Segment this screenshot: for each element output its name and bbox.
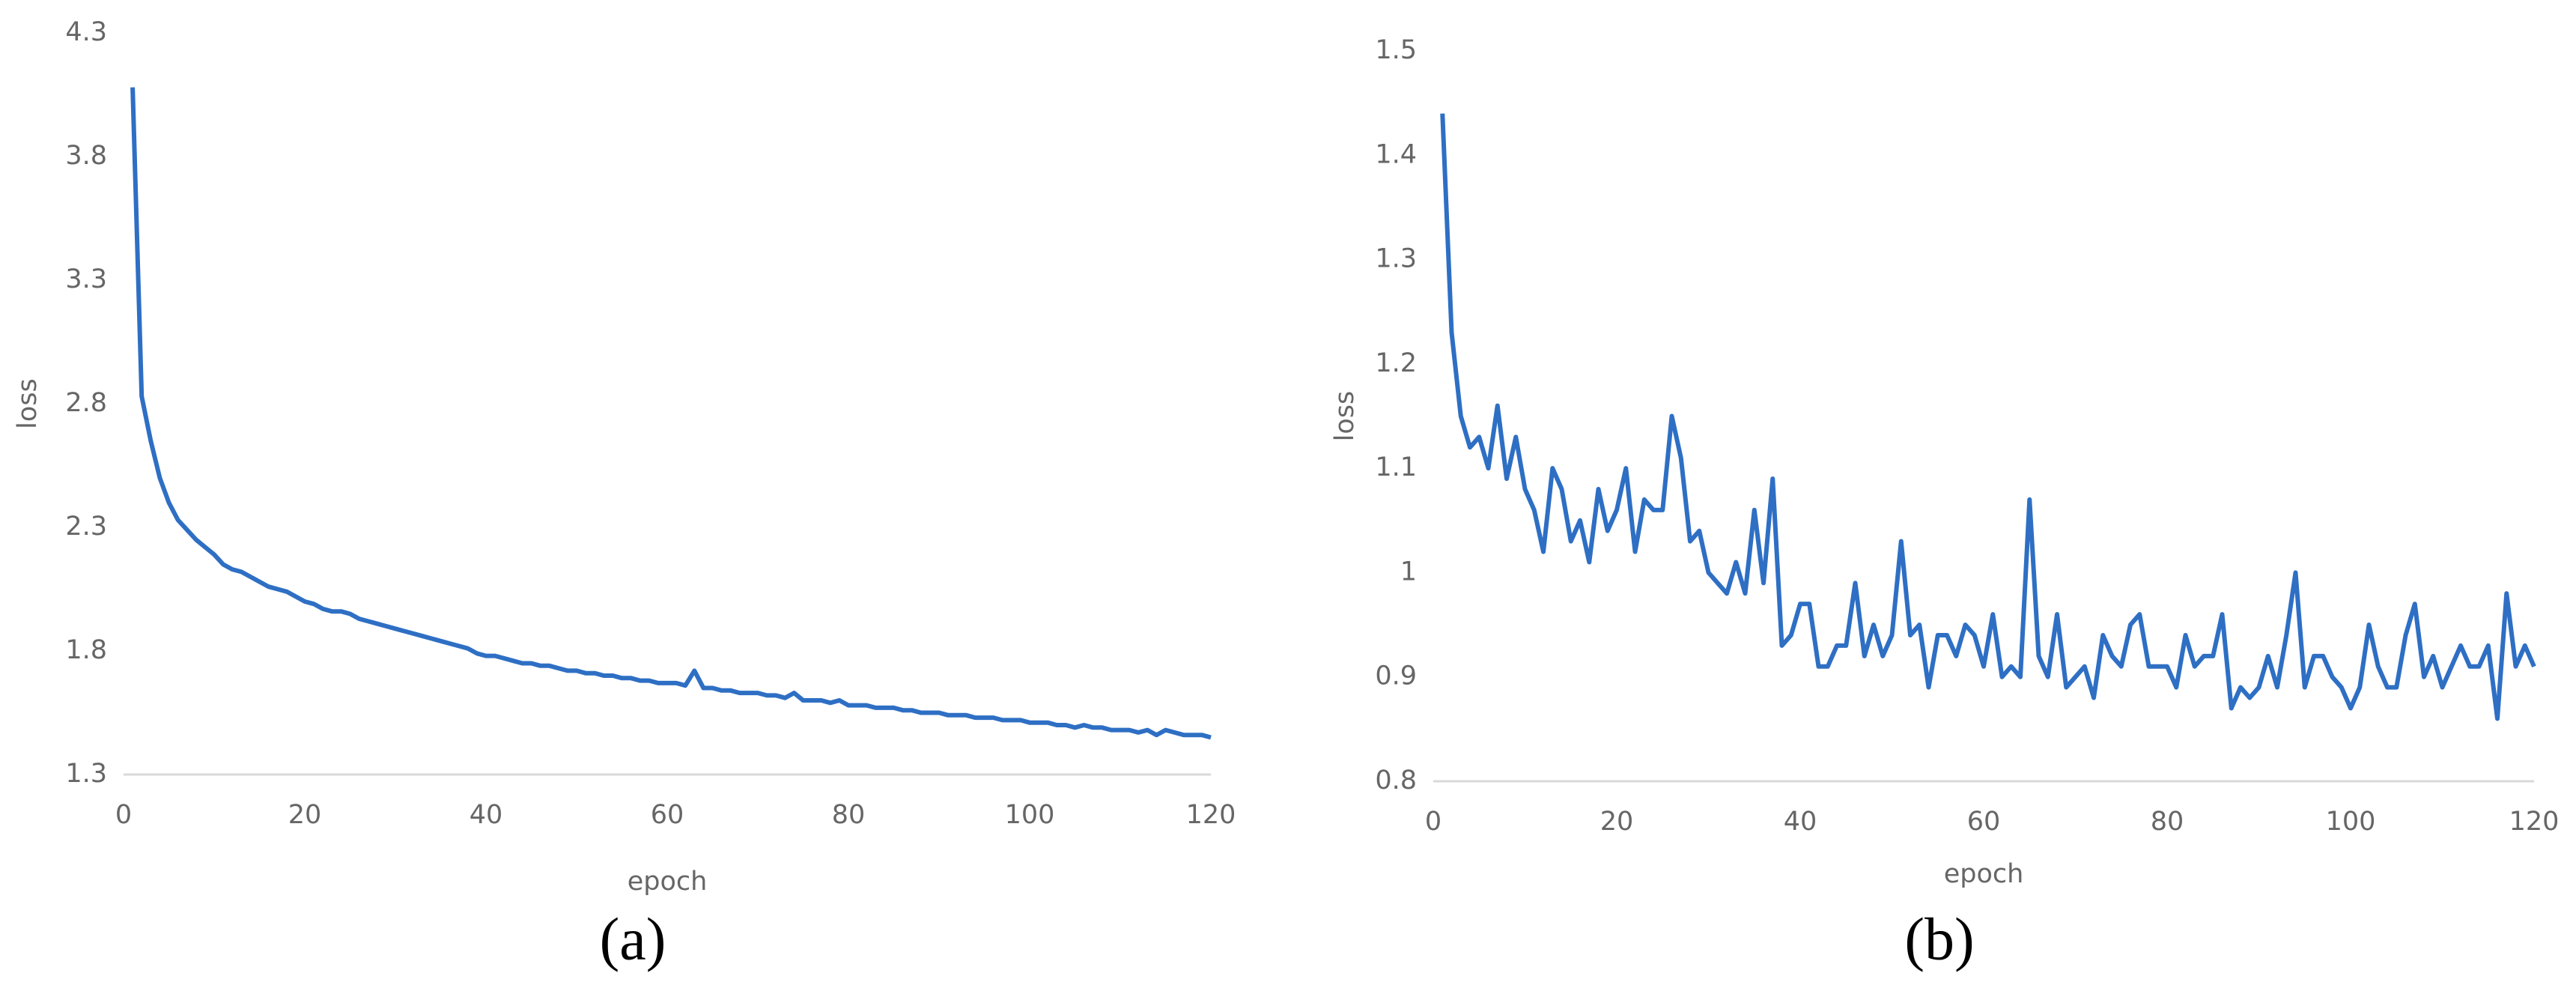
x-tick-label: 100 [2326, 807, 2376, 837]
y-tick-label: 3.8 [65, 141, 107, 171]
x-tick-label: 60 [1967, 807, 2001, 837]
x-tick-label: 120 [2509, 807, 2560, 837]
y-tick-label: 1.3 [1375, 244, 1417, 274]
y-tick-label: 3.3 [65, 264, 107, 294]
loss-line [130, 87, 1212, 740]
y-tick-label: 0.9 [1375, 661, 1417, 691]
x-tick-label: 120 [1186, 800, 1236, 830]
y-tick-label: 2.8 [65, 388, 107, 418]
x-axis-label: epoch [1944, 859, 2024, 889]
y-tick-label: 0.8 [1375, 766, 1417, 795]
x-tick-label: 80 [2151, 807, 2184, 837]
x-tick-label: 80 [832, 800, 866, 830]
x-tick-label: 40 [1784, 807, 1817, 837]
y-tick-label: 1.8 [65, 635, 107, 665]
x-tick-label: 20 [1600, 807, 1634, 837]
y-tick-label: 1.4 [1375, 139, 1417, 169]
x-tick-label: 40 [470, 800, 503, 830]
y-tick-label: 1.5 [1375, 35, 1417, 65]
x-tick-label: 0 [1425, 807, 1442, 837]
x-axis-label: epoch [628, 867, 708, 897]
y-tick-label: 1 [1400, 557, 1417, 587]
y-axis-label: loss [13, 378, 43, 429]
y-tick-label: 4.3 [65, 17, 107, 47]
y-tick-label: 1.2 [1375, 348, 1417, 378]
caption: (b) [1904, 906, 1974, 972]
y-tick-label: 2.3 [65, 512, 107, 542]
caption: (a) [600, 906, 666, 972]
y-tick-label: 1.1 [1375, 452, 1417, 482]
x-tick-label: 100 [1005, 800, 1055, 830]
y-axis-label: loss [1330, 391, 1360, 442]
x-tick-label: 20 [288, 800, 322, 830]
x-tick-label: 0 [115, 800, 132, 830]
loss-line [1440, 113, 2536, 721]
x-tick-label: 60 [651, 800, 684, 830]
y-tick-label: 1.3 [65, 759, 107, 789]
